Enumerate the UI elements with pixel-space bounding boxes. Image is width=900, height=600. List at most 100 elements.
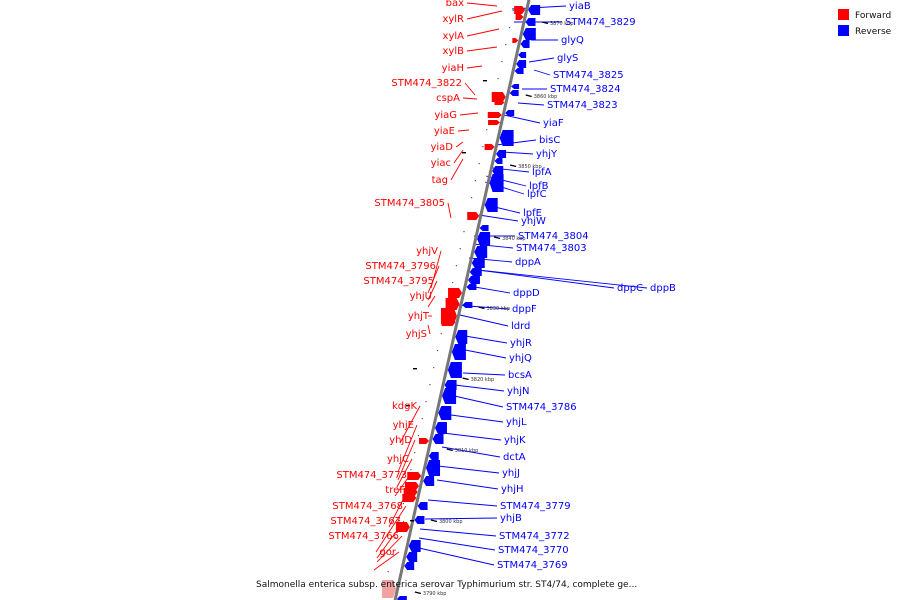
connector-dppc xyxy=(477,269,615,289)
gene-label-stm474-3779[interactable]: STM474_3779 xyxy=(500,501,571,512)
gene-label-stm474-3795[interactable]: STM474_3795 xyxy=(363,276,434,287)
gene-label-yiah[interactable]: yiaH xyxy=(442,63,464,74)
gene-label-yhju[interactable]: yhjU xyxy=(410,291,432,302)
gene-label-yiag[interactable]: yiaG xyxy=(434,110,457,121)
minor-tick xyxy=(429,384,431,386)
scale-tick-mark xyxy=(509,164,517,168)
gene-label-bax[interactable]: bax xyxy=(446,0,464,9)
gene-label-yhjh[interactable]: yhjH xyxy=(501,484,524,495)
gene-label-glyq[interactable]: glyQ xyxy=(561,35,584,46)
scale-tick-label: 3860 kbp xyxy=(534,94,558,100)
gene-label-stm474-3773[interactable]: STM474_3773 xyxy=(336,470,407,481)
gene-label-yhjr[interactable]: yhjR xyxy=(510,338,532,349)
gene-label-dppc[interactable]: dppC xyxy=(617,283,643,294)
gene-label-stm474-3822[interactable]: STM474_3822 xyxy=(391,78,462,89)
connector-stm474-3772 xyxy=(419,528,497,537)
gene-label-stm474-3769[interactable]: STM474_3769 xyxy=(497,560,568,571)
gene-label-lpfa[interactable]: lpfA xyxy=(532,167,552,178)
gene-label-bisc[interactable]: bisC xyxy=(539,135,560,146)
minor-tick xyxy=(436,350,439,352)
minor-tick xyxy=(462,152,466,154)
gene-label-stm474-3766[interactable]: STM474_3766 xyxy=(328,531,399,542)
gene-label-ldrd[interactable]: ldrd xyxy=(511,321,530,332)
gene-label-yhjb[interactable]: yhjB xyxy=(500,513,522,524)
gene-label-yhjs[interactable]: yhjS xyxy=(406,329,427,340)
connector-bcsa xyxy=(462,372,506,376)
gene-label-stm474-3772[interactable]: STM474_3772 xyxy=(499,531,570,542)
connector-yhje xyxy=(397,424,418,473)
scale-tick-label: 3870 kbp xyxy=(550,21,574,27)
gene-label-dppd[interactable]: dppD xyxy=(513,288,540,299)
gene-label-dppa[interactable]: dppA xyxy=(515,257,541,268)
genome-backbone xyxy=(393,0,531,600)
reverse-gene xyxy=(428,452,439,460)
gene-label-yiab[interactable]: yiaB xyxy=(569,1,591,12)
gene-label-xylr[interactable]: xylR xyxy=(442,14,464,25)
gene-label-stm474-3804[interactable]: STM474_3804 xyxy=(518,231,589,242)
gene-label-lpfb[interactable]: lpfB xyxy=(529,181,549,192)
gene-label-stm474-3829[interactable]: STM474_3829 xyxy=(565,17,636,28)
minor-tick xyxy=(391,554,393,556)
gene-label-stm474-3770[interactable]: STM474_3770 xyxy=(498,545,569,556)
gene-label-yhjv[interactable]: yhjV xyxy=(416,246,438,257)
minor-tick xyxy=(455,265,458,267)
gene-label-yhjc[interactable]: yhjC xyxy=(387,454,409,465)
gene-label-yhjq[interactable]: yhjQ xyxy=(509,353,532,364)
gene-label-dppf[interactable]: dppF xyxy=(512,304,537,315)
gene-label-tref[interactable]: treF xyxy=(385,485,405,496)
gene-label-gor[interactable]: gor xyxy=(379,547,396,558)
gene-label-cspa[interactable]: cspA xyxy=(436,93,460,104)
gene-label-stm474-3786[interactable]: STM474_3786 xyxy=(506,402,577,413)
connector-yhjw xyxy=(478,214,519,222)
gene-label-xylb[interactable]: xylB xyxy=(443,46,465,57)
connector-yhjb xyxy=(424,517,498,520)
gene-label-glys[interactable]: glyS xyxy=(557,53,578,64)
gene-label-bcsa[interactable]: bcsA xyxy=(508,370,532,381)
gene-label-yhjn[interactable]: yhjN xyxy=(507,386,530,397)
gene-label-stm474-3825[interactable]: STM474_3825 xyxy=(553,70,624,81)
gene-label-dcta[interactable]: dctA xyxy=(503,452,526,463)
reverse-gene xyxy=(406,552,418,562)
scale-tick-label: 3790 kbp xyxy=(423,591,447,597)
gene-label-stm474-3803[interactable]: STM474_3803 xyxy=(516,243,587,254)
connector-stm474-3822 xyxy=(464,82,476,96)
gene-label-lpfe[interactable]: lpfE xyxy=(523,208,542,219)
gene-label-stm474-3805[interactable]: STM474_3805 xyxy=(374,198,445,209)
gene-label-stm474-3824[interactable]: STM474_3824 xyxy=(550,84,621,95)
gene-label-stm474-3768[interactable]: STM474_3768 xyxy=(332,501,403,512)
gene-label-kdgk[interactable]: kdgK xyxy=(392,401,417,412)
gene-label-yhjj[interactable]: yhjJ xyxy=(502,468,520,479)
minor-tick xyxy=(505,44,507,46)
reverse-gene xyxy=(471,258,485,268)
gene-label-stm474-3823[interactable]: STM474_3823 xyxy=(547,100,618,111)
gene-label-yhjw[interactable]: yhjW xyxy=(521,216,546,227)
forward-gene xyxy=(514,6,526,14)
gene-label-stm474-3767[interactable]: STM474_3767 xyxy=(330,516,401,527)
gene-label-yhjl[interactable]: yhjL xyxy=(506,417,527,428)
gene-label-yiae[interactable]: yiaE xyxy=(434,126,455,137)
gene-label-yhjy[interactable]: yhjY xyxy=(536,149,558,160)
minor-tick xyxy=(474,180,476,182)
gene-label-yiad[interactable]: yiaD xyxy=(430,142,453,153)
gene-label-tag[interactable]: tag xyxy=(432,175,448,186)
gene-label-yhjk[interactable]: yhjK xyxy=(504,435,526,446)
gene-label-yhjt[interactable]: yhjT xyxy=(408,311,430,322)
scale-tick-mark xyxy=(541,21,549,25)
gene-label-dppb[interactable]: dppB xyxy=(650,283,676,294)
minor-tick xyxy=(440,333,442,335)
gene-label-lpfc[interactable]: lpfC xyxy=(527,189,547,200)
reverse-gene xyxy=(417,502,428,510)
gene-label-yiac[interactable]: yiac xyxy=(431,158,451,169)
connector-yhju xyxy=(427,295,436,308)
gene-label-xyla[interactable]: xylA xyxy=(443,31,465,42)
minor-tick xyxy=(406,405,410,407)
connector-stm474-3805 xyxy=(447,202,452,219)
connector-yhjk xyxy=(442,432,502,441)
gene-label-yiaf[interactable]: yiaF xyxy=(543,118,564,129)
gene-labels[interactable]: bax xylR xylA xylB yiaH STM474_3822 cspA yiaG yi… xyxy=(328,0,676,571)
gene-label-yhjd[interactable]: yhjD xyxy=(389,435,412,446)
reverse-gene xyxy=(467,276,480,284)
connector-yhjj xyxy=(437,465,500,474)
gene-label-yhje[interactable]: yhjE xyxy=(393,420,414,431)
gene-label-stm474-3796[interactable]: STM474_3796 xyxy=(365,261,436,272)
